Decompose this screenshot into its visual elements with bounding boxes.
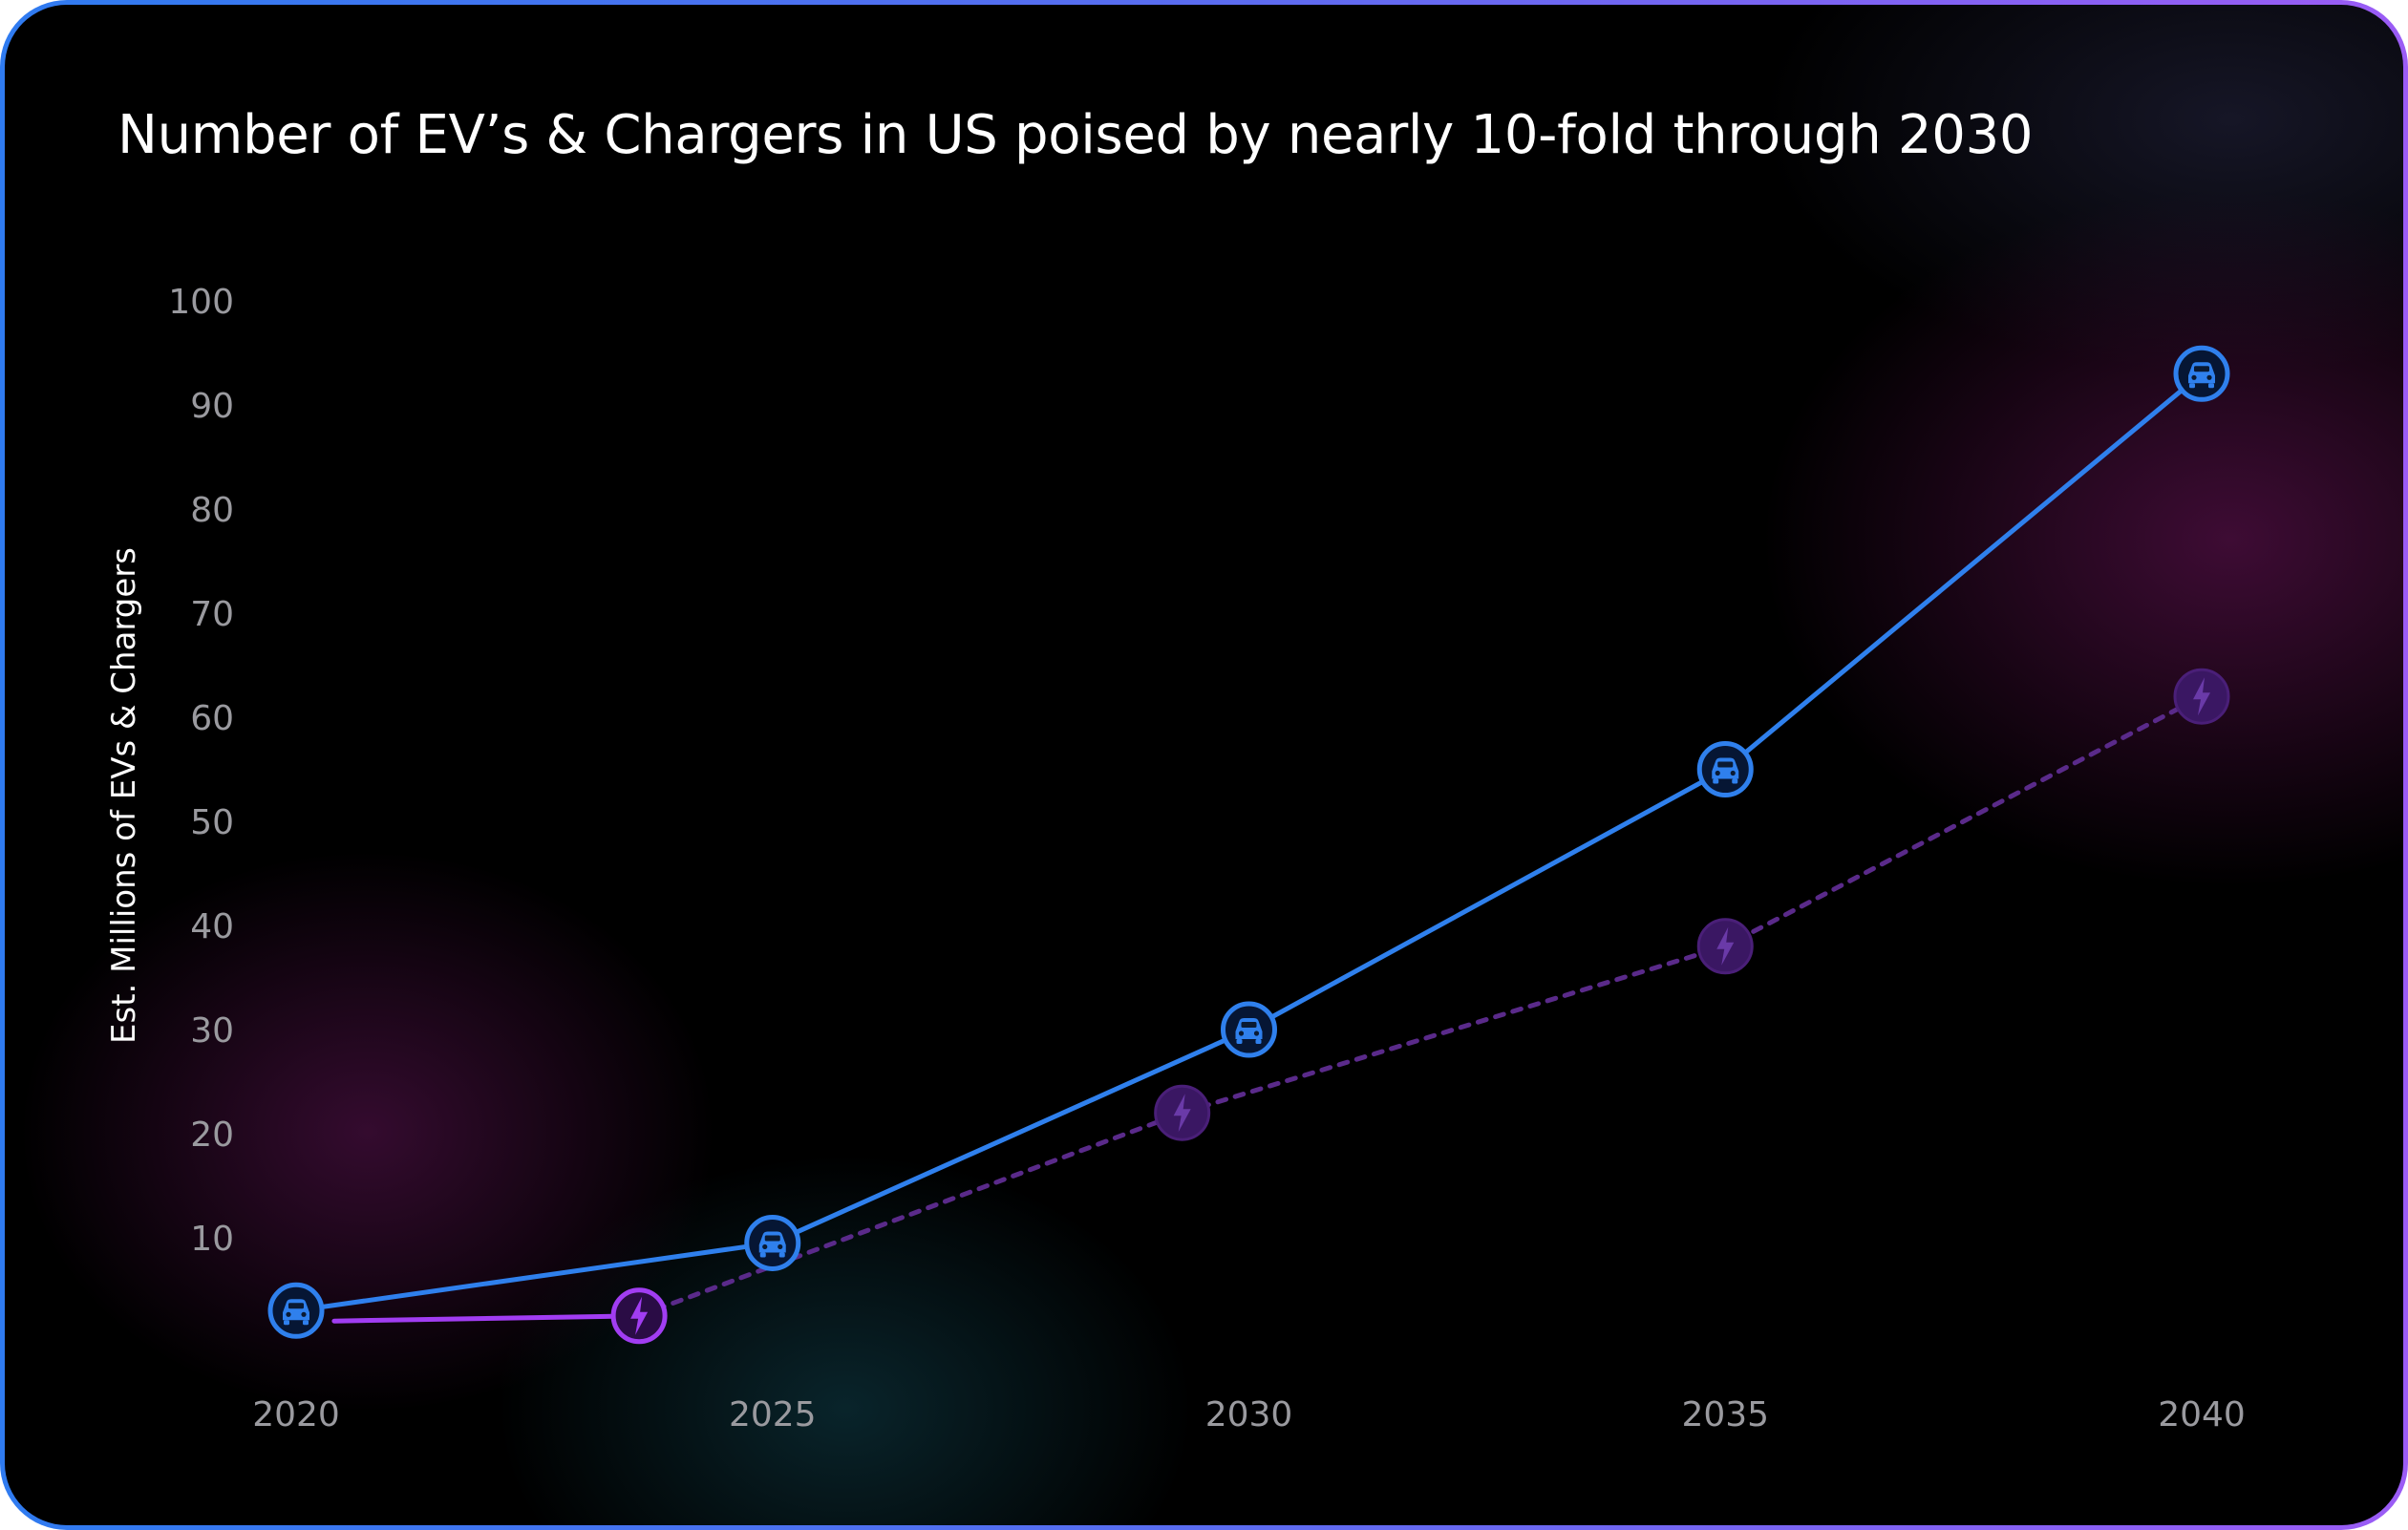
- lightning-icon: [1173, 1094, 1191, 1133]
- chargers-data-point: [2173, 668, 2230, 725]
- y-axis-ticks: 10 20 30 40 50 60 70 80 90 100: [168, 283, 234, 1259]
- car-icon: [1235, 1018, 1263, 1044]
- car-icon: [758, 1231, 786, 1258]
- y-tick-label: 40: [190, 907, 234, 946]
- evs-line: [293, 371, 2205, 1313]
- lightning-icon: [1716, 926, 1735, 966]
- x-tick-label: 2020: [252, 1395, 340, 1434]
- evs-data-point: [1221, 1001, 1277, 1058]
- y-tick-label: 90: [190, 387, 234, 426]
- y-tick-label: 80: [190, 491, 234, 530]
- chargers-line-actual: [331, 1313, 642, 1324]
- evs-data-point: [744, 1214, 801, 1271]
- evs-data-point: [2173, 345, 2230, 402]
- evs-data-point: [1696, 741, 1754, 797]
- chargers-data-point: [1154, 1084, 1211, 1141]
- y-tick-label: 60: [190, 699, 234, 738]
- chargers-line-projected: [636, 693, 2205, 1319]
- evs-data-point: [267, 1282, 325, 1339]
- y-axis-title: Est. Millions of EVs & Chargers: [105, 547, 143, 1044]
- x-tick-label: 2040: [2158, 1395, 2246, 1434]
- x-axis-ticks: 2020 2025 2030 2035 2040: [252, 1395, 2246, 1434]
- x-tick-label: 2025: [729, 1395, 817, 1434]
- lightning-icon: [630, 1296, 649, 1335]
- y-tick-label: 70: [190, 595, 234, 634]
- x-tick-label: 2030: [1205, 1395, 1293, 1434]
- y-tick-label: 20: [190, 1116, 234, 1155]
- chart-title: Number of EV’s & Chargers in US poised b…: [117, 104, 2034, 166]
- y-tick-label: 50: [190, 803, 234, 842]
- lightning-icon: [2193, 677, 2210, 716]
- car-icon: [1712, 757, 1739, 784]
- series-layer: [293, 371, 2205, 1324]
- y-tick-label: 30: [190, 1011, 234, 1051]
- car-icon: [283, 1299, 309, 1326]
- chargers-data-point: [610, 1287, 668, 1345]
- x-tick-label: 2035: [1681, 1395, 1769, 1434]
- y-tick-label: 100: [168, 283, 234, 322]
- marker-layer: [267, 345, 2230, 1345]
- car-icon: [2188, 362, 2215, 389]
- chargers-data-point: [1696, 918, 1754, 975]
- chart-card: Number of EV’s & Chargers in US poised b…: [5, 5, 2403, 1525]
- y-tick-label: 10: [190, 1220, 234, 1259]
